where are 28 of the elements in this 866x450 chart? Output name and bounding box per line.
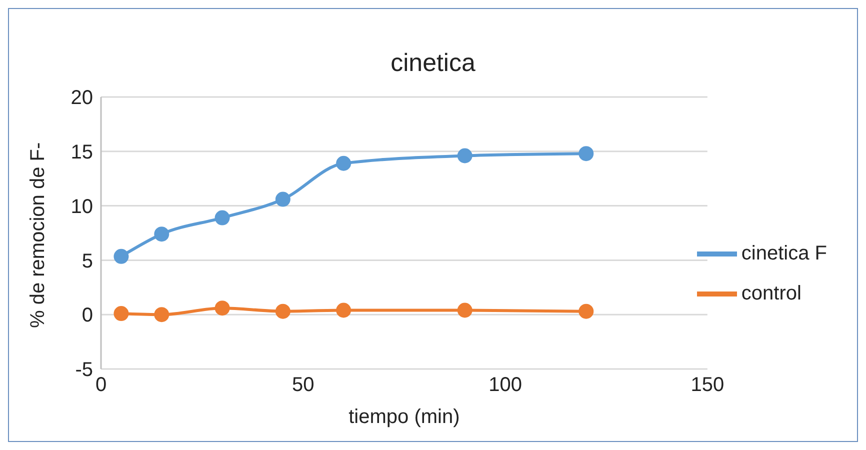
y-tick-label: 5 <box>82 250 93 272</box>
point <box>336 302 352 318</box>
point <box>214 300 230 316</box>
y-tick-label: 0 <box>82 304 93 327</box>
x-axis-title: tiempo (min) <box>348 406 460 428</box>
point <box>275 192 290 207</box>
y-tick-label: 10 <box>70 196 93 218</box>
point <box>154 226 170 242</box>
point <box>214 210 230 226</box>
x-tick-label: 50 <box>292 374 314 396</box>
point <box>578 304 594 319</box>
point <box>578 146 594 162</box>
y-tick-label: -5 <box>75 359 93 382</box>
point <box>275 304 290 319</box>
point <box>336 156 352 171</box>
point <box>457 148 472 164</box>
point <box>457 302 472 318</box>
point <box>114 248 129 264</box>
chart-title: cinetica <box>390 49 476 78</box>
legend-label: control <box>741 282 802 304</box>
x-tick-label: 150 <box>690 374 724 396</box>
x-tick-label: 100 <box>488 374 522 396</box>
y-tick-label: 15 <box>70 142 93 164</box>
point <box>114 306 129 322</box>
legend-label: cinetica F <box>741 242 827 264</box>
y-tick-label: 20 <box>70 87 93 110</box>
point <box>154 307 170 322</box>
y-axis-title: % de remocion de F- <box>27 142 50 328</box>
